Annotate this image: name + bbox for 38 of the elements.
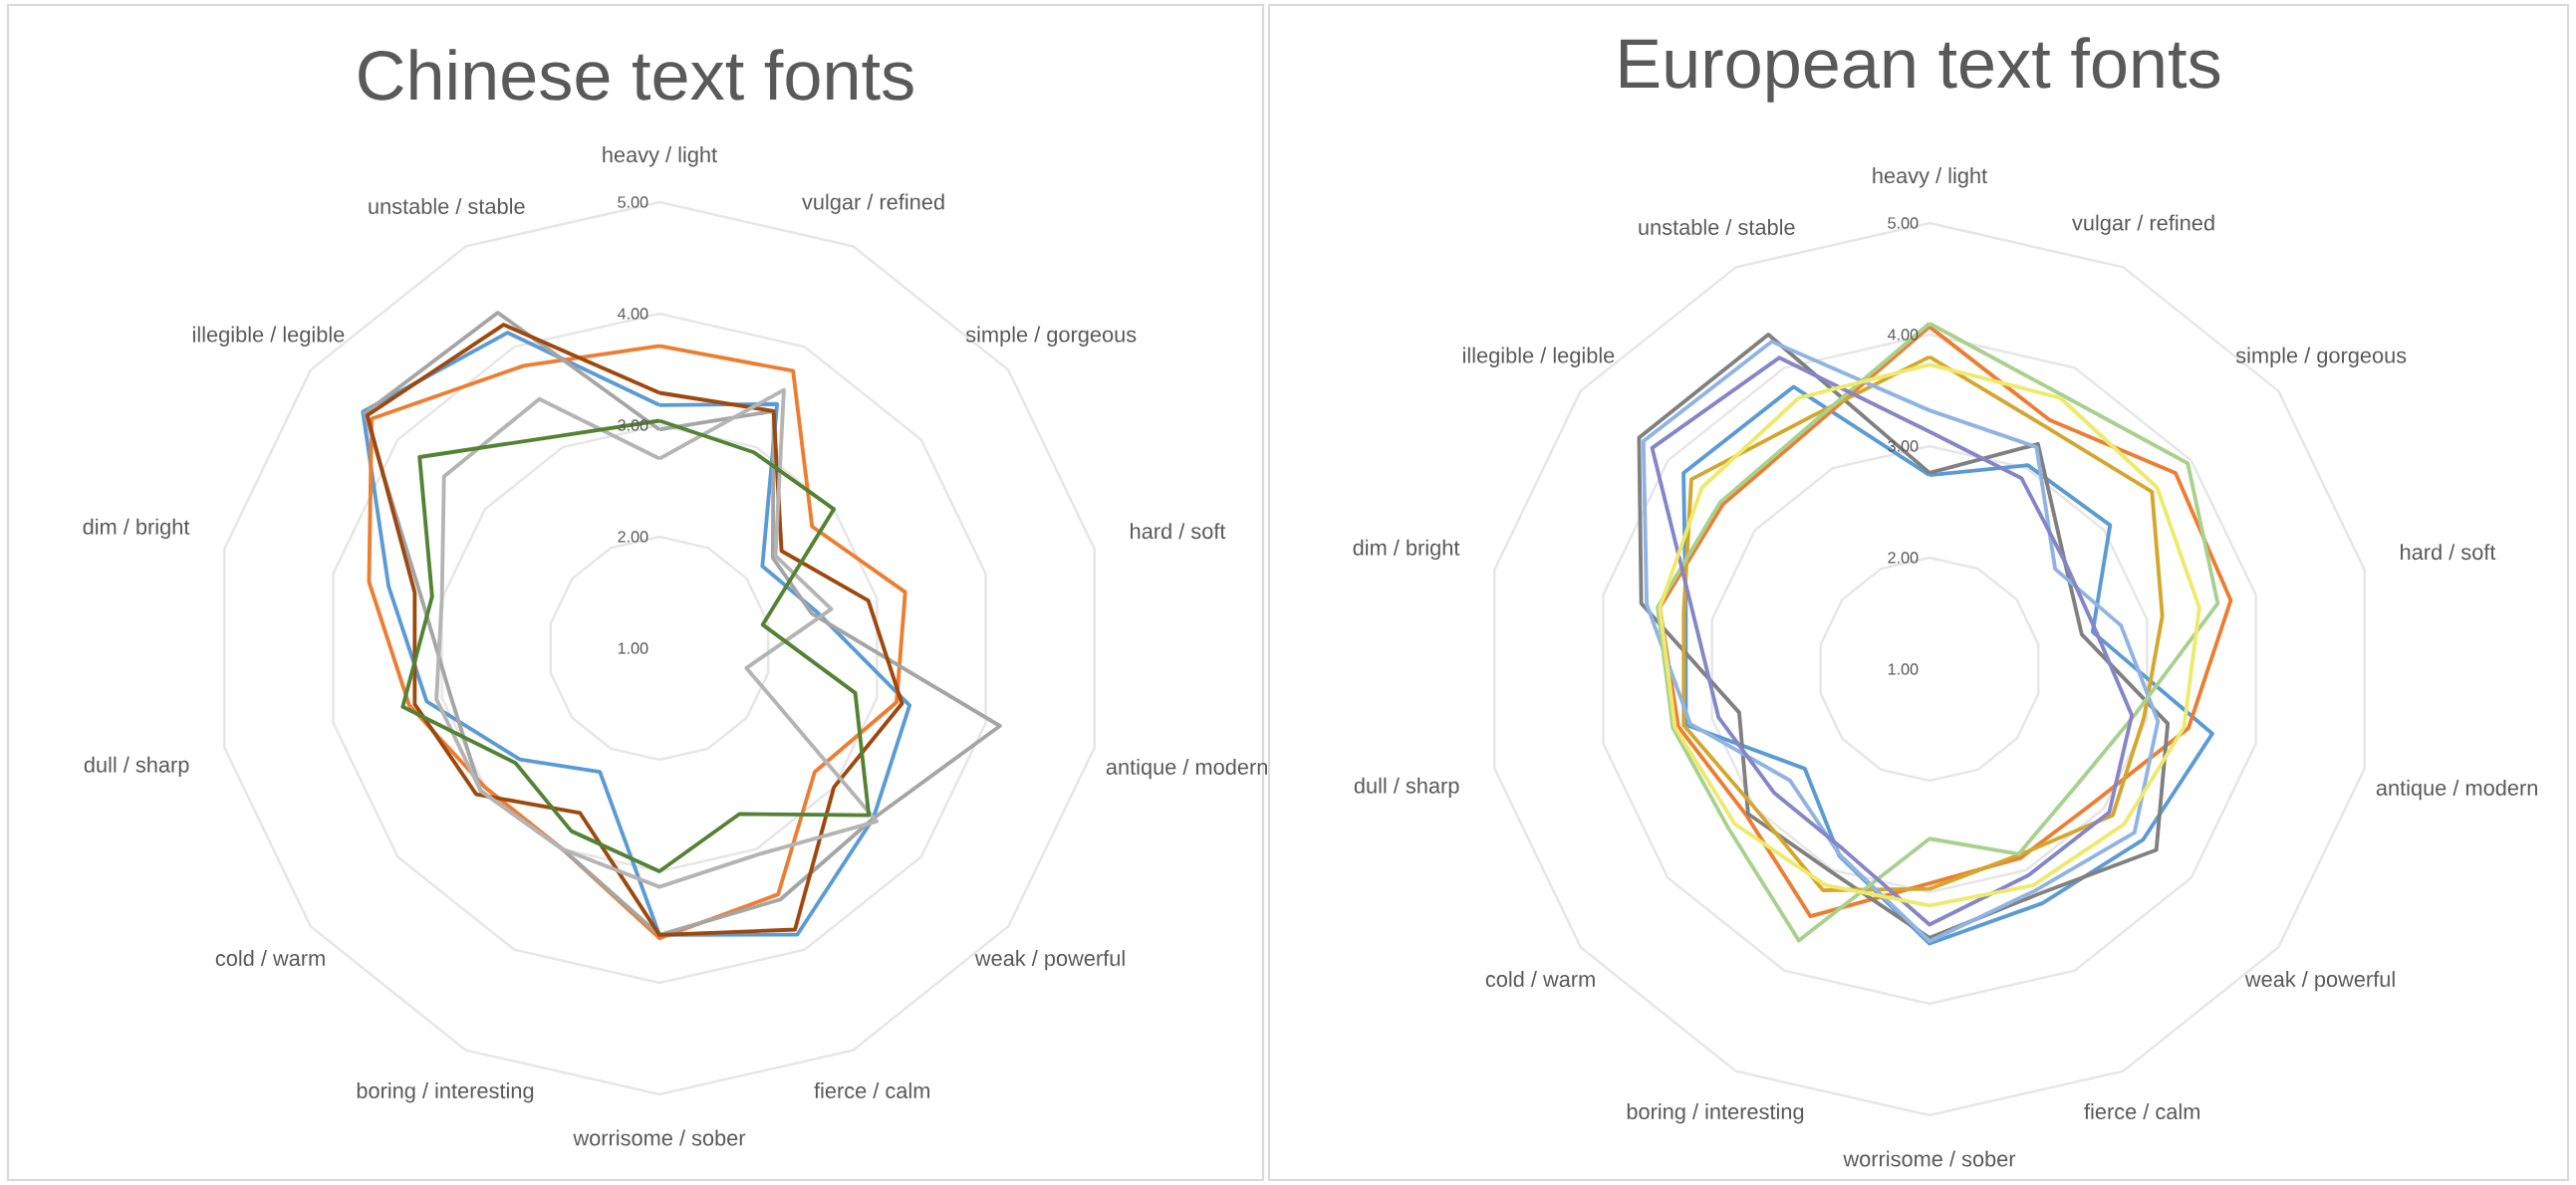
spoke-label: heavy / light xyxy=(1873,167,1987,188)
chart-title: European text fonts xyxy=(1621,37,2220,103)
spoke-label: hard / soft xyxy=(2401,544,2496,561)
y-tick-label: 3.00 xyxy=(618,419,648,431)
spoke-label: worrisome / sober xyxy=(573,1129,746,1146)
spoke-label: cold / warm xyxy=(215,950,325,967)
spoke-label: fierce / calm xyxy=(814,1082,929,1099)
spoke-label: dim / bright xyxy=(83,518,190,540)
spoke-label: simple / gorgeous xyxy=(2235,347,2407,367)
y-tick-label: 2.00 xyxy=(1888,552,1919,564)
spoke-label: weak / powerful xyxy=(2244,971,2395,992)
spoke-label: boring / interesting xyxy=(357,1082,534,1103)
y-tick-label: 4.00 xyxy=(617,308,648,320)
spoke-label: dull / sharp xyxy=(1354,777,1459,799)
spoke-label: dull / sharp xyxy=(84,756,189,778)
spoke-label: vulgar / refined xyxy=(2072,214,2214,235)
spoke-label: illegible / legible xyxy=(1462,347,1615,367)
y-tick-label: 5.00 xyxy=(618,196,648,208)
spoke-label: antique / modern xyxy=(2376,779,2537,801)
spoke-label: unstable / stable xyxy=(369,197,525,214)
spoke-label: illegible / legible xyxy=(192,326,345,347)
spoke-label: cold / warm xyxy=(1485,971,1595,988)
chart-title: Chinese text fonts xyxy=(359,49,913,101)
y-tick-label: 1.00 xyxy=(618,642,648,654)
spoke-label: simple / gorgeous xyxy=(965,326,1137,347)
y-tick-label: 1.00 xyxy=(1888,663,1919,675)
spoke-label: unstable / stable xyxy=(1639,218,1795,235)
y-tick-label: 2.00 xyxy=(618,531,648,543)
spoke-label: vulgar / refined xyxy=(802,193,944,214)
spoke-label: heavy / light xyxy=(603,146,717,167)
spoke-label: hard / soft xyxy=(1131,523,1226,540)
spoke-label: fierce / calm xyxy=(2084,1103,2199,1120)
spoke-label: boring / interesting xyxy=(1627,1103,1804,1124)
spoke-label: weak / powerful xyxy=(974,950,1125,971)
spoke-label: dim / bright xyxy=(1353,539,1460,561)
spoke-label: worrisome / sober xyxy=(1843,1150,2016,1167)
spoke-label: antique / modern xyxy=(1106,758,1267,780)
y-tick-label: 5.00 xyxy=(1888,217,1919,229)
